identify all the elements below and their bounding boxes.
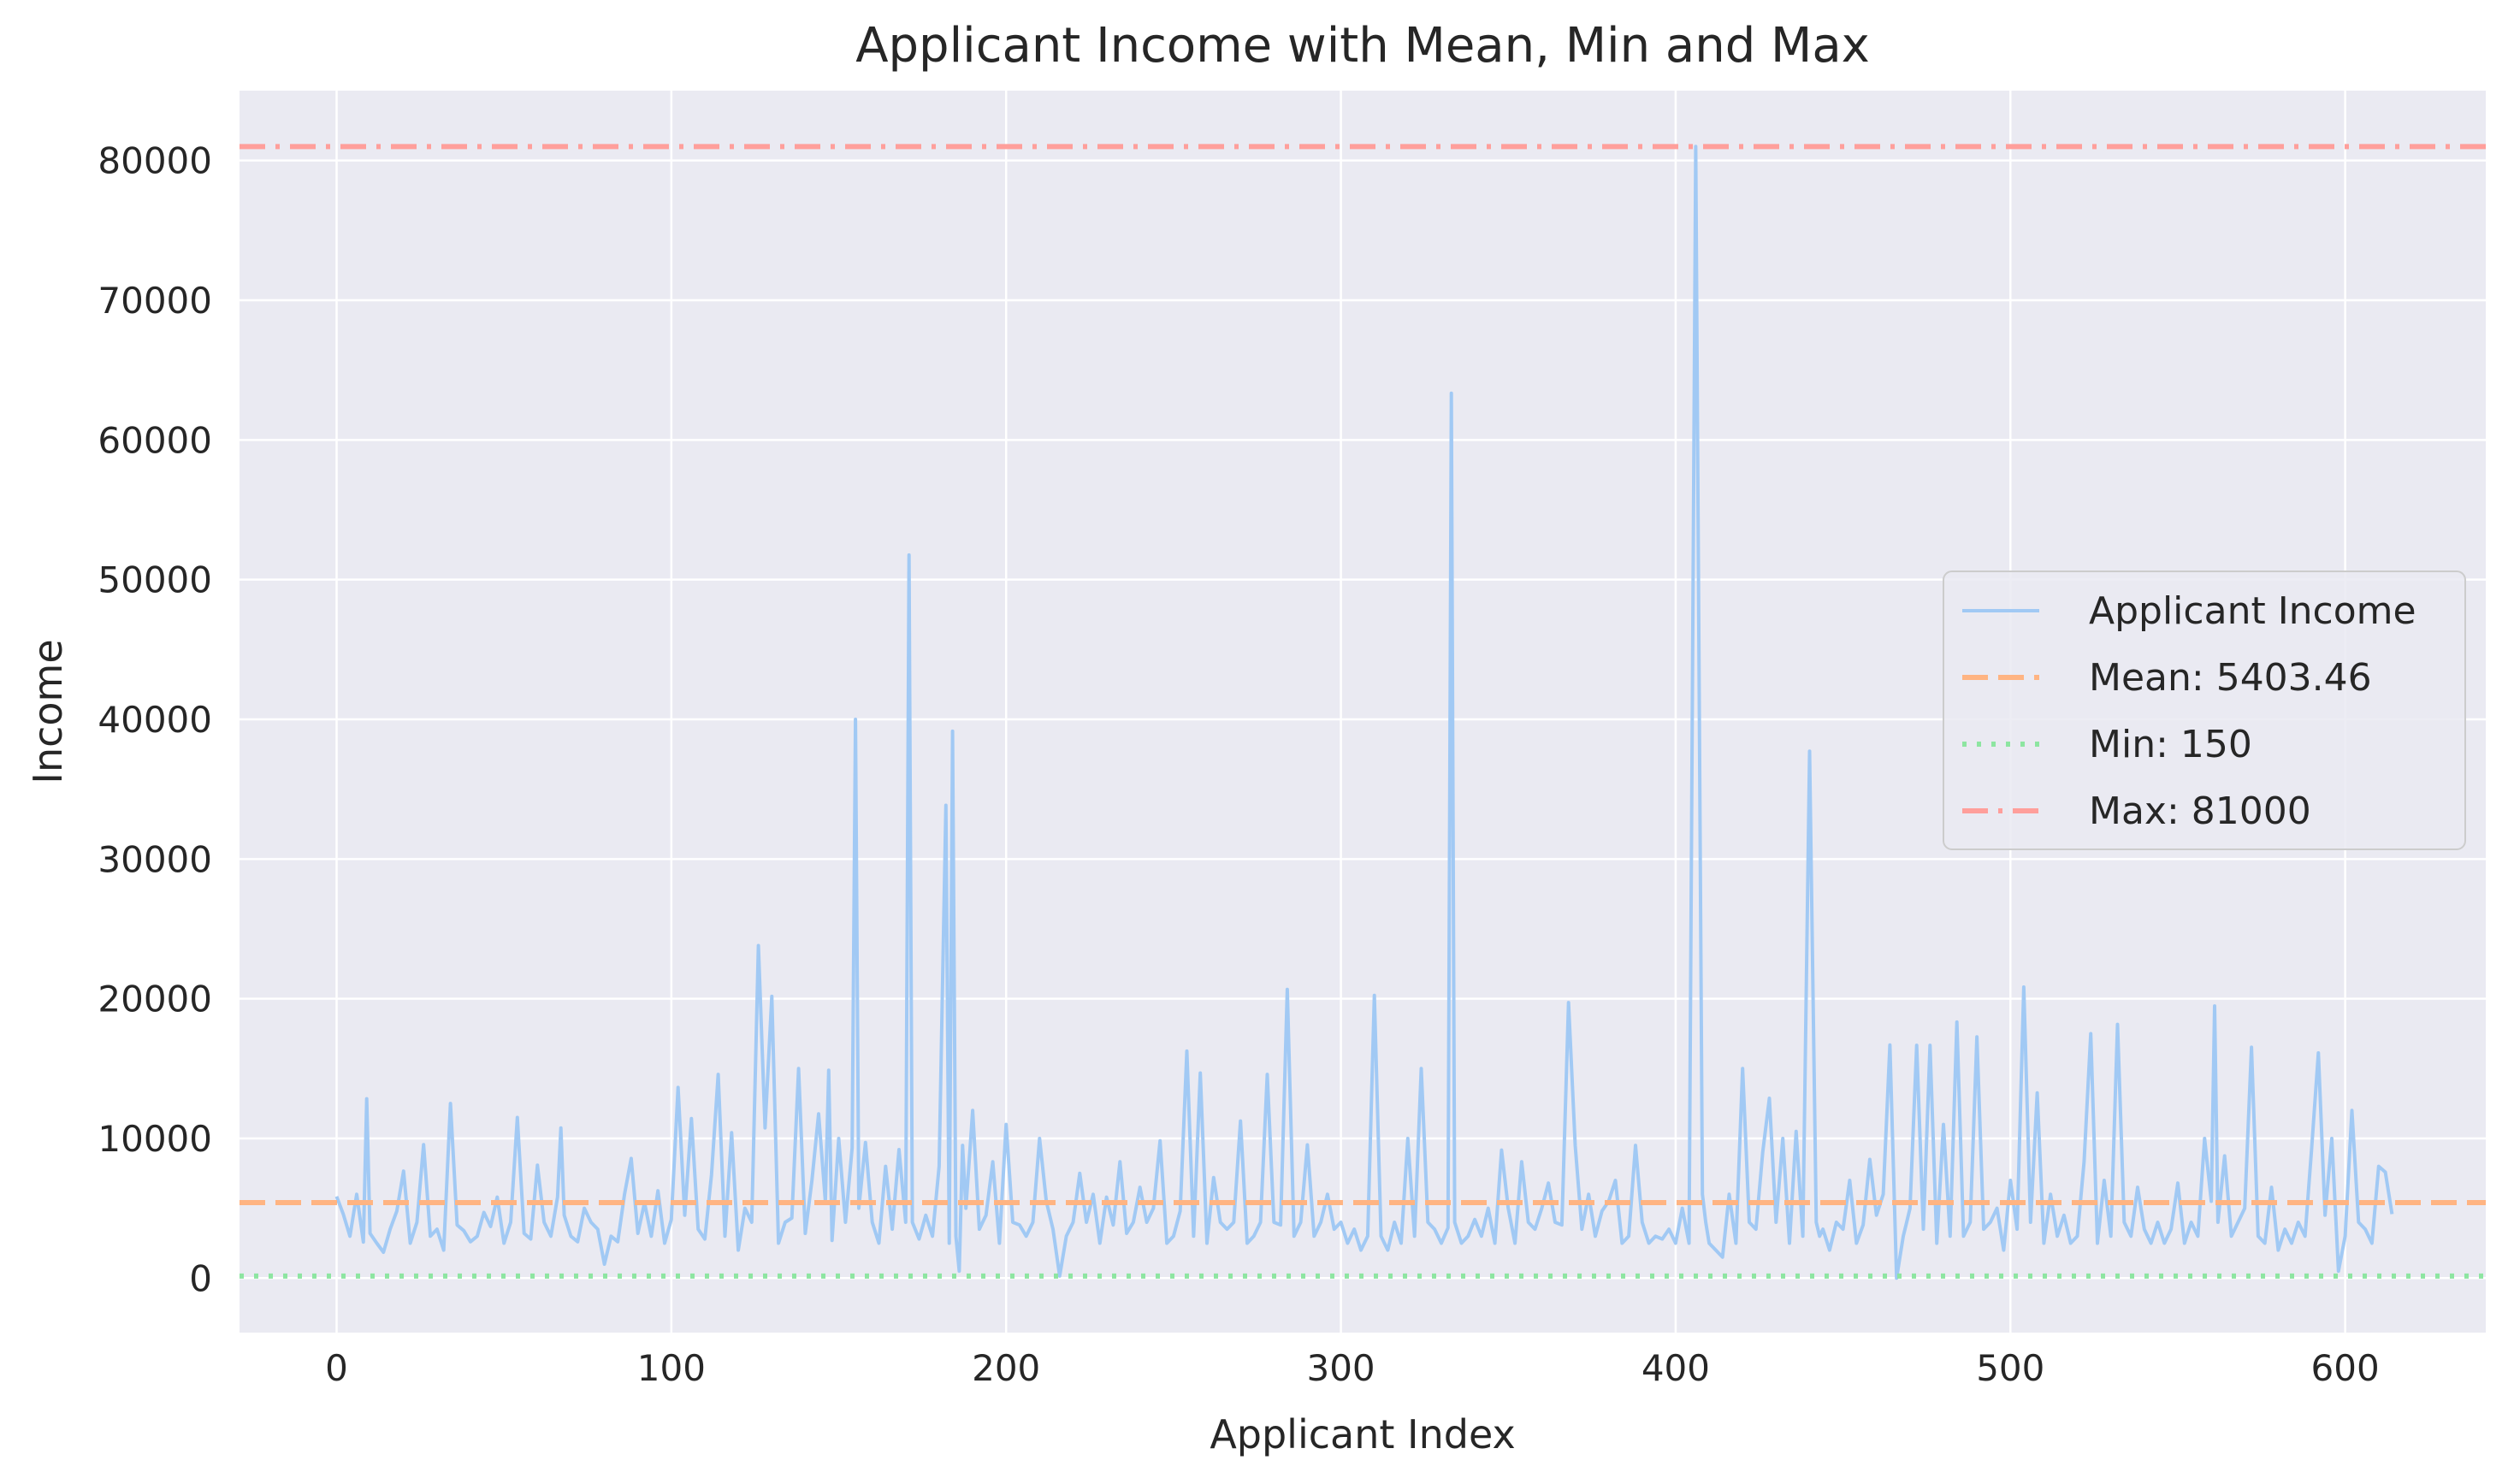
y-tick-label: 60000: [98, 419, 212, 461]
x-tick-label: 300: [1306, 1347, 1375, 1389]
x-tick-label: 100: [637, 1347, 706, 1389]
legend-label: Applicant Income: [2089, 589, 2416, 633]
x-tick-label: 0: [325, 1347, 348, 1389]
plot-content: [240, 144, 2486, 1280]
y-tick-label: 0: [189, 1257, 212, 1299]
y-tick-label: 80000: [98, 140, 212, 182]
legend-label: Max: 81000: [2089, 789, 2311, 833]
y-tick-label: 30000: [98, 838, 212, 880]
x-tick-label: 200: [972, 1347, 1040, 1389]
chart-title: Applicant Income with Mean, Min and Max: [855, 18, 1870, 74]
x-tick-label: 400: [1641, 1347, 1710, 1389]
y-tick-label: 10000: [98, 1118, 212, 1160]
y-tick-label: 40000: [98, 699, 212, 741]
legend-box: [1943, 571, 2466, 850]
y-tick-label: 50000: [98, 559, 212, 601]
series-applicant-income-line: [334, 145, 2394, 1280]
legend: Applicant Income Mean: 5403.46 Min: 150 Max…: [1943, 571, 2466, 850]
legend-label: Min: 150: [2089, 723, 2252, 766]
y-axis-label: Income: [25, 639, 71, 783]
x-tick-label: 500: [1976, 1347, 2044, 1389]
ticks: 0 100 200 300 400 500 600 0 10000 20000 30000 40000…: [98, 140, 2379, 1389]
y-tick-label: 20000: [98, 978, 212, 1020]
y-tick-label: 70000: [98, 280, 212, 322]
legend-label: Mean: 5403.46: [2089, 656, 2372, 700]
x-tick-label: 600: [2311, 1347, 2380, 1389]
x-axis-label: Applicant Index: [1210, 1411, 1515, 1457]
